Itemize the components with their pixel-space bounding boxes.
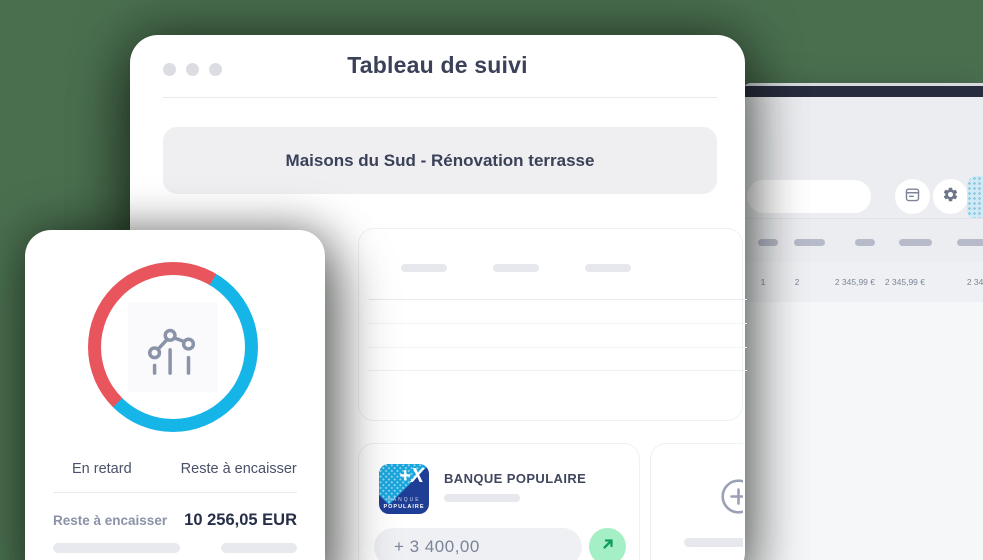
- cell-amount: 2 345,99 €: [834, 277, 875, 287]
- chart-icon: [128, 302, 218, 392]
- legend-label-placeholder: [493, 263, 539, 272]
- receivables-summary-card: En retard Reste à encaisser Reste à enca…: [25, 230, 325, 560]
- banque-populaire-logo: +X BANQUE POPULAIRE: [379, 464, 429, 514]
- page-title: Tableau de suivi: [347, 52, 528, 78]
- donut-center: [101, 275, 245, 419]
- window-top-edge: [743, 83, 983, 86]
- send-button[interactable]: [589, 528, 626, 560]
- plus-circle-icon[interactable]: [720, 478, 743, 520]
- cell-index: 2: [794, 277, 800, 287]
- column-header-placeholder: [855, 239, 875, 246]
- chart-legend-dot: [384, 262, 395, 273]
- legend-item: [384, 262, 447, 273]
- legend-item: [476, 262, 539, 273]
- gear-icon: [942, 186, 959, 208]
- logo-text: POPULAIRE: [383, 504, 425, 510]
- logo-plus-x: +X: [398, 465, 424, 487]
- amount-input[interactable]: + 3 400,00: [374, 528, 582, 560]
- primary-action-button[interactable]: [967, 176, 983, 220]
- bar-chart-plot: [369, 299, 747, 371]
- window-dot-icon: [186, 63, 199, 76]
- cell-amount: 2 345,99 €: [966, 277, 983, 287]
- settings-button[interactable]: [933, 179, 968, 214]
- amount-value: + 3 400,00: [394, 537, 480, 556]
- bank-name: BANQUE POPULAIRE: [444, 471, 587, 486]
- gridline: [369, 299, 747, 300]
- table-row-selected[interactable]: 1 2 2 345,99 € 2 345,99 € 2 345,99 €: [743, 262, 983, 302]
- legend-item: En retard: [53, 461, 132, 477]
- legend-label-placeholder: [585, 263, 631, 272]
- donut-legend-dot: [162, 464, 172, 474]
- summary-row: Reste à encaisser 10 256,05 EUR: [53, 509, 297, 531]
- legend-item: [568, 262, 631, 273]
- browser-address-bar: [743, 86, 983, 97]
- calendar-button[interactable]: [895, 179, 930, 214]
- project-selector[interactable]: Maisons du Sud - Rénovation terrasse: [163, 127, 717, 194]
- donut-legend: En retard Reste à encaisser: [53, 461, 297, 477]
- account-label-placeholder: [444, 494, 520, 502]
- legend-label: Reste à encaisser: [180, 461, 297, 477]
- logo-text: BANQUE: [387, 497, 421, 503]
- arrow-up-right-icon: [599, 535, 617, 558]
- divider: [743, 218, 983, 219]
- summary-label: Reste à encaisser: [53, 512, 168, 528]
- bank-account-card: +X BANQUE POPULAIRE BANQUE POPULAIRE + 3…: [358, 443, 640, 560]
- column-header-placeholder: [957, 239, 983, 246]
- add-account-card[interactable]: [650, 443, 743, 560]
- footer-placeholder: [221, 543, 297, 553]
- chart-legend-dot: [476, 262, 487, 273]
- legend-label-placeholder: [401, 263, 447, 272]
- column-header-placeholder: [758, 239, 778, 246]
- cell-amount: 2 345,99 €: [884, 277, 925, 287]
- label-placeholder: [684, 538, 743, 547]
- data-table: 1 2 2 345,99 € 2 345,99 € 2 345,99 €: [743, 219, 983, 560]
- legend-item: Reste à encaisser: [162, 461, 297, 477]
- table-header-row: [743, 219, 983, 262]
- window-dot-icon: [163, 63, 176, 76]
- column-header-placeholder: [794, 239, 825, 246]
- chart-legend-dot: [568, 262, 579, 273]
- gridline: [369, 370, 747, 371]
- legend-label: En retard: [72, 461, 132, 477]
- background-table-window: 1 2 2 345,99 € 2 345,99 € 2 345,99 €: [743, 83, 983, 560]
- summary-value: 10 256,05 EUR: [184, 510, 297, 529]
- footer-placeholder: [53, 543, 180, 553]
- window-controls: [163, 63, 222, 76]
- bar-chart-card: [358, 228, 747, 421]
- donut-legend-dot: [53, 464, 63, 474]
- gridline: [369, 323, 747, 324]
- column-header-placeholder: [899, 239, 932, 246]
- cell-index: 1: [760, 277, 766, 287]
- search-input[interactable]: [747, 180, 871, 213]
- gridline: [369, 347, 747, 348]
- calendar-icon: [904, 186, 921, 208]
- chart-legend: [384, 262, 631, 273]
- divider: [53, 492, 297, 493]
- window-dot-icon: [209, 63, 222, 76]
- divider: [163, 97, 717, 98]
